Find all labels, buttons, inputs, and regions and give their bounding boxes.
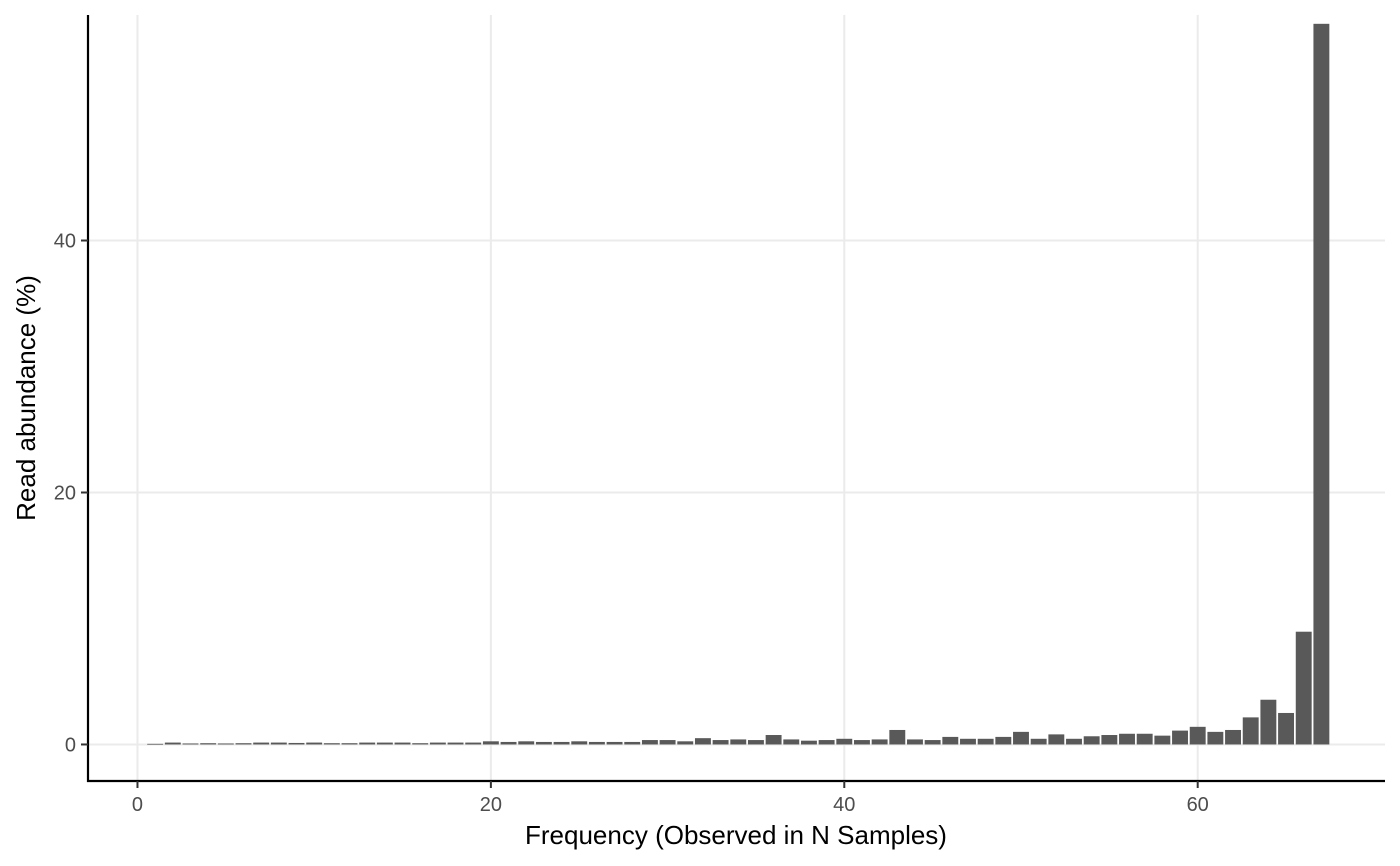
bar-14	[376, 742, 393, 745]
axes	[86, 15, 1385, 783]
x-tick-label: 20	[480, 794, 502, 816]
bar-60	[1189, 726, 1206, 745]
bar-23	[535, 741, 552, 745]
bar-2	[164, 742, 181, 745]
bar-42	[871, 739, 888, 745]
bar-61	[1207, 731, 1224, 745]
bar-4	[200, 743, 217, 745]
bar-29	[641, 740, 658, 745]
bar-44	[907, 739, 923, 745]
bar-18	[447, 742, 464, 745]
bar-66	[1295, 631, 1312, 745]
bar-48	[977, 738, 994, 745]
bar-11	[323, 743, 340, 745]
y-tick-label: 0	[65, 734, 76, 756]
bar-6	[235, 743, 252, 745]
bar-27	[606, 741, 623, 745]
bar-7	[253, 742, 270, 745]
bar-33	[712, 740, 729, 745]
bar-24	[553, 741, 570, 745]
bar-56	[1119, 733, 1135, 745]
bar-26	[588, 741, 605, 745]
bar-17	[429, 742, 446, 745]
bar-50	[1013, 731, 1029, 745]
y-axis-title: Read abundance (%)	[11, 275, 41, 521]
bar-64	[1260, 699, 1277, 745]
bar-12	[341, 743, 358, 745]
bar-3	[182, 743, 199, 745]
bars	[147, 23, 1330, 745]
bar-28	[624, 741, 641, 745]
bar-57	[1136, 733, 1153, 745]
bar-40	[836, 738, 853, 745]
bar-8	[270, 742, 287, 745]
bar-63	[1242, 717, 1259, 745]
bar-38	[800, 740, 817, 745]
x-tick-label: 40	[833, 794, 855, 816]
x-tick-label: 0	[132, 794, 143, 816]
bar-46	[942, 736, 959, 745]
bar-9	[288, 742, 305, 745]
bar-37	[783, 739, 800, 745]
bar-43	[889, 729, 906, 745]
bar-34	[730, 739, 747, 745]
bar-19	[465, 742, 482, 745]
y-tick-label: 40	[54, 231, 76, 253]
bar-31	[677, 741, 694, 745]
bar-62	[1225, 729, 1241, 745]
bar-41	[854, 740, 870, 745]
bar-67	[1313, 23, 1330, 745]
bar-21	[500, 741, 517, 745]
bar-30	[659, 740, 676, 745]
bar-5	[217, 743, 234, 745]
x-tick-label: 60	[1187, 794, 1209, 816]
x-axis-title: Frequency (Observed in N Samples)	[525, 820, 947, 850]
grid-lines	[88, 15, 1385, 781]
y-tick-label: 20	[54, 482, 76, 504]
bar-22	[518, 741, 535, 745]
bar-52	[1048, 734, 1065, 745]
bar-59	[1172, 730, 1188, 745]
bar-20	[482, 741, 499, 745]
ticks: 0 20 40 60 0 20 40	[54, 231, 1209, 816]
bar-16	[412, 743, 429, 745]
bar-10	[306, 742, 323, 745]
bar-58	[1154, 735, 1171, 745]
bar-51	[1030, 738, 1047, 745]
bar-1	[147, 743, 164, 745]
bar-65	[1278, 712, 1294, 745]
bar-49	[995, 736, 1012, 745]
bar-55	[1101, 735, 1118, 745]
bar-39	[818, 740, 835, 745]
bar-35	[747, 740, 764, 745]
bar-25	[571, 741, 588, 745]
bar-53	[1066, 738, 1082, 745]
bar-45	[924, 740, 941, 745]
bar-54	[1083, 736, 1100, 745]
bar-36	[765, 735, 782, 745]
bar-47	[960, 738, 976, 745]
bar-32	[694, 738, 711, 745]
bar-15	[394, 742, 411, 745]
bar-13	[359, 742, 376, 745]
